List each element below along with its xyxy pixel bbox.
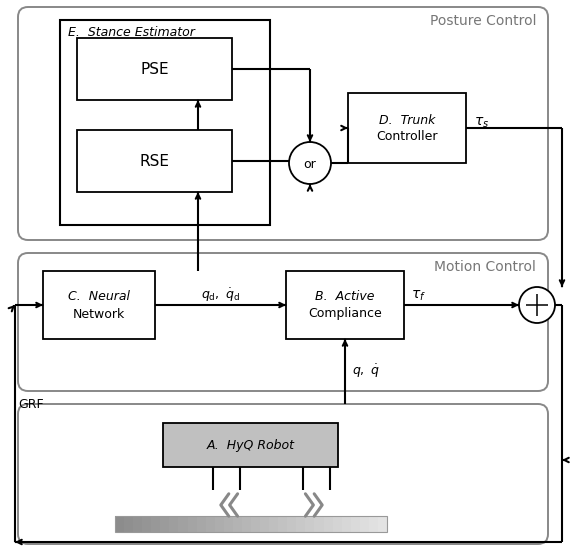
Text: PSE: PSE bbox=[140, 61, 169, 76]
Bar bbox=[306, 516, 315, 532]
Bar bbox=[369, 516, 378, 532]
Text: Posture Control: Posture Control bbox=[430, 14, 536, 28]
Text: Network: Network bbox=[73, 307, 125, 320]
Bar bbox=[351, 516, 360, 532]
Text: $\tau_f$: $\tau_f$ bbox=[411, 289, 426, 303]
Bar bbox=[314, 516, 324, 532]
Bar bbox=[278, 516, 288, 532]
Bar bbox=[142, 516, 152, 532]
Bar bbox=[342, 516, 351, 532]
Circle shape bbox=[519, 287, 555, 323]
FancyBboxPatch shape bbox=[18, 7, 548, 240]
Bar bbox=[133, 516, 143, 532]
Bar bbox=[242, 516, 252, 532]
Circle shape bbox=[289, 142, 331, 184]
Bar bbox=[77, 130, 232, 192]
Bar bbox=[160, 516, 170, 532]
Bar bbox=[324, 516, 333, 532]
Bar bbox=[60, 20, 270, 225]
Bar bbox=[287, 516, 297, 532]
Text: B.  Active: B. Active bbox=[316, 291, 375, 304]
Text: $q,\ \dot{q}$: $q,\ \dot{q}$ bbox=[352, 363, 380, 380]
Text: D.  Trunk: D. Trunk bbox=[379, 113, 435, 127]
Bar bbox=[348, 93, 466, 163]
Text: Motion Control: Motion Control bbox=[434, 260, 536, 274]
Text: Compliance: Compliance bbox=[308, 307, 382, 320]
Bar bbox=[224, 516, 233, 532]
Bar bbox=[360, 516, 369, 532]
Text: E.  Stance Estimator: E. Stance Estimator bbox=[68, 26, 195, 39]
Bar bbox=[115, 516, 387, 532]
Bar bbox=[332, 516, 342, 532]
Bar bbox=[286, 271, 404, 339]
Text: RSE: RSE bbox=[140, 153, 169, 169]
FancyBboxPatch shape bbox=[18, 253, 548, 391]
Text: Controller: Controller bbox=[376, 131, 438, 143]
Bar bbox=[215, 516, 224, 532]
Bar bbox=[169, 516, 179, 532]
Bar bbox=[187, 516, 197, 532]
Bar bbox=[179, 516, 188, 532]
FancyBboxPatch shape bbox=[18, 404, 548, 544]
Text: $q_{\mathrm{d}},\ \dot{q}_{\mathrm{d}}$: $q_{\mathrm{d}},\ \dot{q}_{\mathrm{d}}$ bbox=[201, 286, 240, 304]
Bar bbox=[151, 516, 161, 532]
Bar bbox=[296, 516, 306, 532]
Bar bbox=[269, 516, 279, 532]
Text: GRF: GRF bbox=[18, 398, 44, 411]
Text: or: or bbox=[303, 157, 316, 171]
Bar bbox=[197, 516, 206, 532]
Bar bbox=[260, 516, 270, 532]
Bar bbox=[163, 423, 338, 467]
Text: C.  Neural: C. Neural bbox=[68, 291, 130, 304]
Bar bbox=[115, 516, 125, 532]
Bar bbox=[77, 38, 232, 100]
Text: A.  HyQ Robot: A. HyQ Robot bbox=[206, 439, 295, 451]
Bar bbox=[251, 516, 260, 532]
Bar bbox=[43, 271, 155, 339]
Bar bbox=[233, 516, 242, 532]
Bar bbox=[378, 516, 387, 532]
Bar bbox=[206, 516, 215, 532]
Bar bbox=[124, 516, 133, 532]
Text: $\tau_s$: $\tau_s$ bbox=[474, 116, 489, 130]
